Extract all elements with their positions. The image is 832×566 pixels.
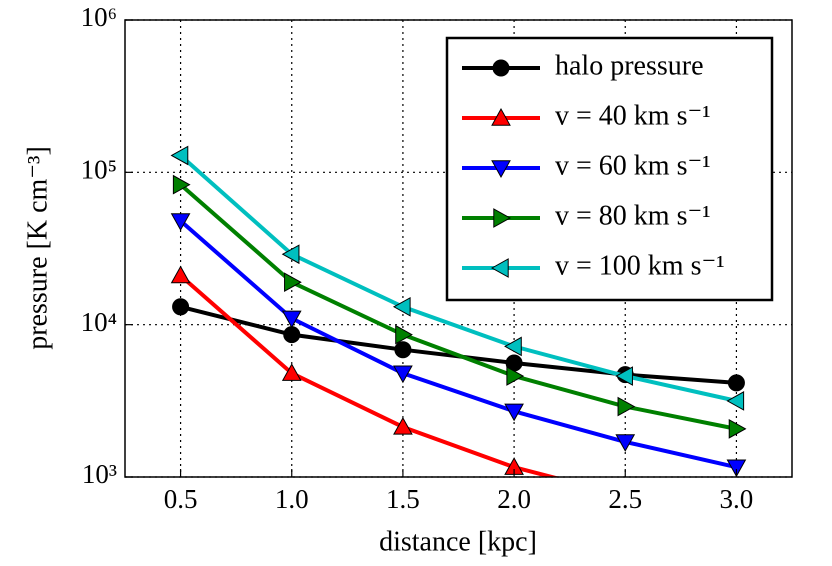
series-line [179,274,560,477]
x-axis-label: distance [kpc] [379,526,537,557]
x-tick-label: 3.0 [720,484,754,514]
marker [506,366,525,386]
ticks: 0.5 1.0 1.5 2.0 2.5 3.0 10³ 10⁴ 10⁵ 10⁶ [81,2,754,514]
marker [170,145,189,166]
x-tick-label: 1.5 [386,484,420,514]
marker [172,174,191,195]
marker [393,416,413,435]
series-line [179,219,737,470]
y-tick-label: 10⁶ [81,2,117,32]
marker [170,265,191,284]
legend: halo pressure v = 40 km s⁻¹ v = 60 km s⁻¹ v… [445,36,774,302]
y-tick-label: 10⁴ [81,307,117,337]
legend-label: v = 100 km s⁻¹ [555,250,725,281]
marker [727,374,745,392]
marker [491,160,511,179]
y-tick-label: 10⁵ [81,155,117,185]
x-tick-label: 2.5 [608,484,642,514]
y-axis-label: pressure [K cm⁻³] [22,146,53,350]
marker [395,324,413,345]
x-tick-label: 0.5 [164,484,198,514]
marker [504,403,524,422]
marker [172,298,190,316]
marker [493,208,512,228]
legend-label: v = 60 km s⁻¹ [555,150,711,181]
marker [617,396,636,417]
series-line [179,153,737,403]
x-tick-label: 1.0 [275,484,309,514]
marker [491,107,511,126]
marker [726,391,745,411]
marker [615,366,633,386]
marker [726,459,747,477]
marker [490,258,509,278]
marker [281,310,302,329]
marker [170,213,191,231]
series-line [179,183,737,431]
plot-area [170,145,747,477]
marker [504,336,522,357]
x-tick-label: 2.0 [497,484,531,514]
marker [281,363,302,381]
marker [728,419,747,439]
marker [393,365,413,384]
legend-label: v = 80 km s⁻¹ [555,200,711,231]
marker [392,296,411,317]
marker [492,59,510,77]
marker [394,341,412,359]
marker [615,434,636,452]
legend-label: v = 40 km s⁻¹ [555,100,711,131]
marker [284,272,302,293]
legend-label: halo pressure [555,50,704,81]
y-tick-label: 10³ [82,459,117,489]
marker [283,326,301,344]
marker [281,244,300,265]
plot-frame [124,19,793,478]
